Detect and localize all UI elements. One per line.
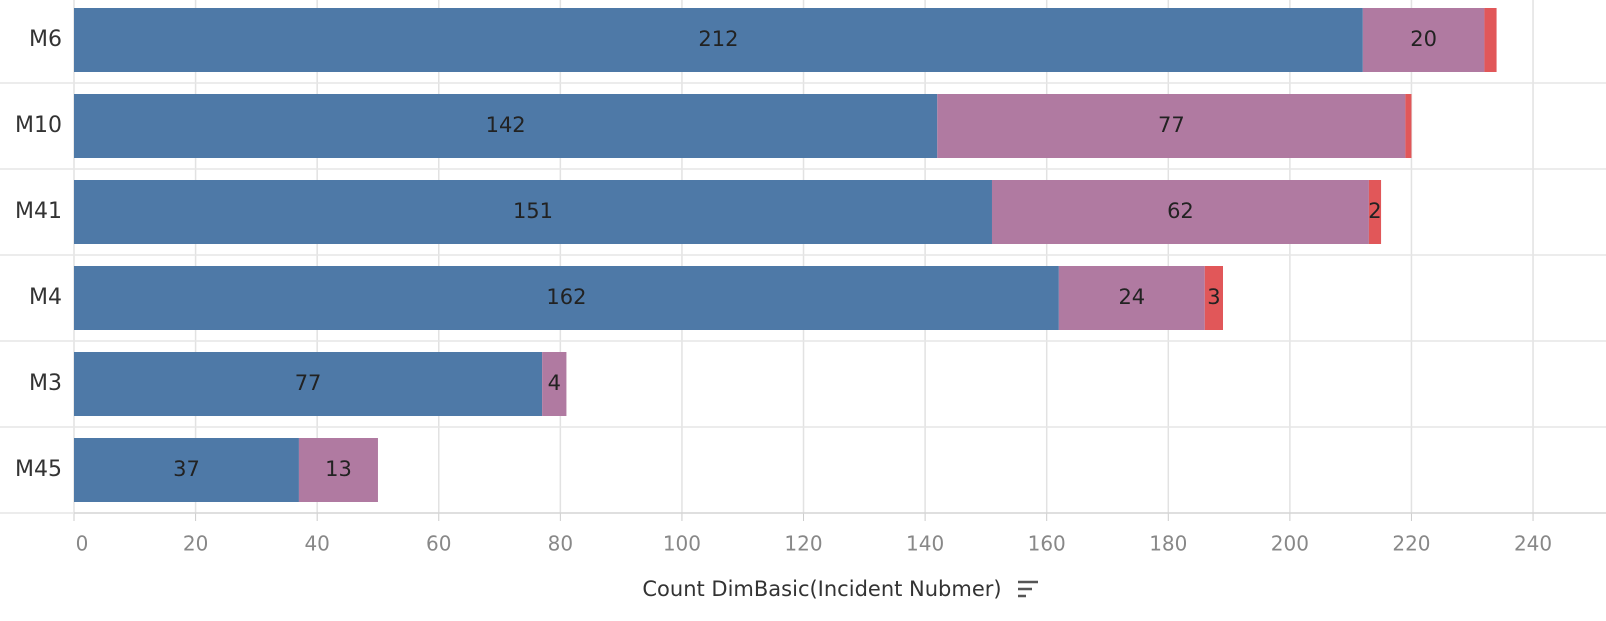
bar-segment xyxy=(1362,8,1485,72)
bar-segment xyxy=(1405,94,1412,158)
x-tick-label: 100 xyxy=(663,532,701,556)
bar-segment xyxy=(991,180,1369,244)
y-tick-label: M6 xyxy=(29,27,62,52)
y-tick-label: M45 xyxy=(15,457,62,482)
bar-segment xyxy=(74,266,1059,330)
data-label: 20 xyxy=(1410,27,1437,51)
bar-segment xyxy=(298,438,378,502)
x-axis-title: Count DimBasic(Incident Nubmer) xyxy=(642,577,1001,601)
data-label: 212 xyxy=(698,27,738,51)
x-tick-label: 200 xyxy=(1271,532,1309,556)
data-label: 151 xyxy=(513,199,553,223)
sort-icon xyxy=(1018,580,1038,598)
x-tick-label: 240 xyxy=(1514,532,1552,556)
x-tick-label: 80 xyxy=(548,532,573,556)
data-label: 62 xyxy=(1167,199,1194,223)
x-tick-label: 160 xyxy=(1028,532,1066,556)
data-label: 162 xyxy=(546,285,586,309)
x-tick-label: 40 xyxy=(304,532,329,556)
bar-segment xyxy=(74,438,299,502)
x-tick-label: 0 xyxy=(76,532,89,556)
x-tick-label: 20 xyxy=(183,532,208,556)
data-label: 77 xyxy=(295,371,322,395)
bar-segment xyxy=(1058,266,1205,330)
data-label: 77 xyxy=(1158,113,1185,137)
x-tick-label: 140 xyxy=(906,532,944,556)
bar-segment xyxy=(542,352,567,416)
x-tick-label: 180 xyxy=(1149,532,1187,556)
data-label: 3 xyxy=(1207,285,1220,309)
data-label: 4 xyxy=(548,371,561,395)
y-tick-label: M3 xyxy=(29,371,62,396)
bar-segment xyxy=(74,180,992,244)
x-tick-label: 220 xyxy=(1392,532,1430,556)
x-tick-label: 120 xyxy=(784,532,822,556)
y-tick-label: M10 xyxy=(15,113,62,138)
data-label: 37 xyxy=(173,457,200,481)
data-label: 2 xyxy=(1368,199,1381,223)
data-label: 24 xyxy=(1118,285,1145,309)
bar-segment xyxy=(74,8,1363,72)
bar-segment xyxy=(1204,266,1223,330)
x-tick-label: 60 xyxy=(426,532,451,556)
bar-segment xyxy=(1484,8,1497,72)
y-tick-label: M41 xyxy=(15,199,62,224)
y-tick-label: M4 xyxy=(29,285,62,310)
data-label: 13 xyxy=(325,457,352,481)
bar-segment xyxy=(937,94,1406,158)
data-label: 142 xyxy=(486,113,526,137)
bar-segment xyxy=(74,94,938,158)
bar-segment xyxy=(1368,180,1382,244)
bar-segment xyxy=(74,352,543,416)
